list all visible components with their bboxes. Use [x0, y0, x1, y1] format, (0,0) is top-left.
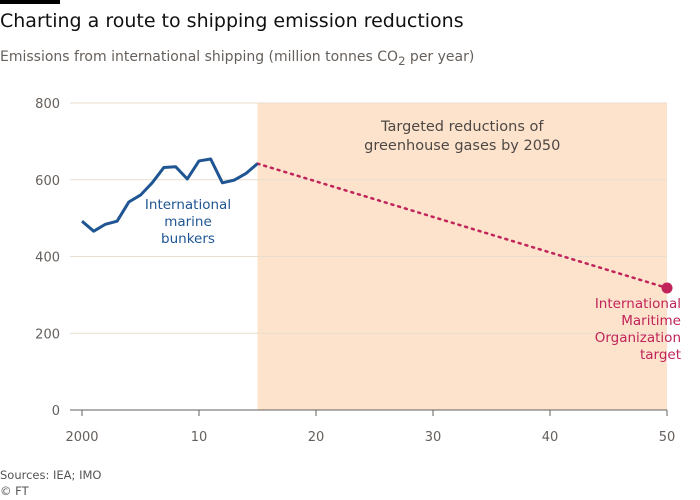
sources: Sources: IEA; IMO — [0, 468, 102, 482]
copyright: © FT — [0, 484, 29, 498]
y-tick-label: 0 — [52, 404, 60, 419]
series-label: target — [640, 347, 681, 363]
x-tick-label: 30 — [425, 430, 442, 445]
x-tick-label: 10 — [191, 430, 208, 445]
chart-subtitle: Emissions from international shipping (m… — [0, 49, 475, 68]
x-tick-label: 20 — [308, 430, 325, 445]
chart-title: Charting a route to shipping emission re… — [0, 10, 464, 32]
x-tick-label: 50 — [659, 430, 676, 445]
y-tick-label: 800 — [35, 97, 60, 112]
target-point — [661, 282, 673, 294]
x-tick-label: 40 — [542, 430, 559, 445]
bunkers-line — [81, 157, 259, 233]
y-tick-label: 400 — [35, 251, 60, 266]
series-label: International — [145, 197, 231, 213]
series-label: Organization — [595, 330, 681, 346]
region-label: Targeted reductions of — [380, 119, 544, 135]
region-label: greenhouse gases by 2050 — [364, 138, 560, 154]
series-label: Maritime — [621, 313, 681, 329]
series-label: International — [595, 296, 681, 312]
y-tick-label: 600 — [35, 174, 60, 189]
brand-bar — [0, 0, 60, 4]
series-label: bunkers — [161, 231, 215, 247]
target-line — [256, 162, 669, 290]
x-tick-label: 2000 — [65, 430, 98, 445]
y-tick-label: 200 — [35, 327, 60, 342]
series-label: marine — [164, 214, 212, 230]
